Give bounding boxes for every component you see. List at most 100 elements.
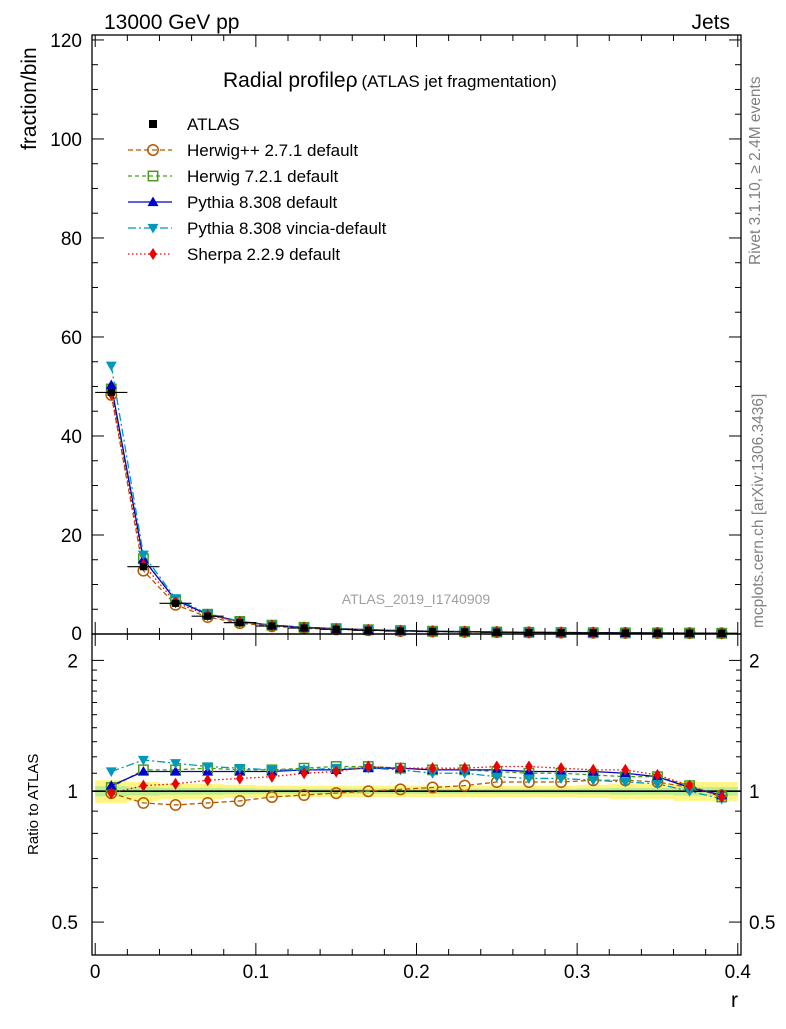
ratio-point-0 (298, 789, 311, 802)
ratio-point-4 (235, 772, 244, 785)
y-tick-label: 80 (61, 229, 82, 250)
ratio-point-4 (364, 760, 373, 773)
ratio-point-0 (169, 798, 182, 811)
data-point (653, 629, 662, 637)
plot-title-main: Radial profileρ (223, 69, 358, 92)
ratio-point-3 (234, 764, 246, 774)
data-point (268, 622, 276, 630)
ratio-point-0 (233, 794, 246, 807)
ratio-point-0 (137, 796, 150, 809)
x-axis-title: r (731, 989, 738, 1012)
data-point (493, 628, 501, 636)
ratio-point-4 (107, 787, 116, 800)
data-point (525, 628, 533, 637)
ratio-point-4 (460, 762, 469, 775)
ratio-axis-title: Ratio to ATLAS (25, 754, 42, 855)
ratio-tick-label-right: 0.5 (749, 913, 775, 934)
y-tick-label: 40 (61, 427, 82, 448)
ratio-point-4 (139, 779, 148, 792)
data-point (300, 624, 308, 632)
legend-label: Herwig++ 2.7.1 default (187, 141, 358, 160)
ratio-point-4 (525, 760, 533, 773)
data-point (718, 629, 726, 637)
ratio-point-0 (362, 785, 375, 798)
ratio-point-3 (684, 787, 696, 797)
collision-label: 13000 GeV pp (104, 11, 239, 34)
ratio-point-3 (170, 759, 182, 769)
data-point (621, 629, 629, 637)
ratio-point-4 (589, 763, 598, 776)
x-tick-label: 0.3 (564, 962, 590, 983)
rivet-version-label: Rivet 3.1.10, ≥ 2.4M events (747, 76, 764, 265)
ratio-point-4 (492, 760, 501, 773)
legend-label: ATLAS (187, 115, 240, 134)
ratio-point-3 (266, 765, 278, 776)
series-point-3 (137, 550, 149, 561)
ratio-point-2 (170, 766, 182, 776)
ratio-point-4 (428, 762, 437, 775)
legend-marker (147, 196, 159, 207)
ratio-tick-label: 0.5 (52, 913, 78, 934)
ratio-point-4 (396, 762, 405, 775)
ratio-tick-label: 1 (67, 782, 78, 803)
ratio-line-3 (111, 759, 722, 800)
plot-title-sub: (ATLAS jet fragmentation) (362, 72, 557, 91)
data-point (364, 626, 372, 634)
data-point (557, 629, 565, 637)
ratio-tick-label-right: 2 (749, 651, 760, 672)
y-axis-title: fraction/bin (18, 47, 41, 150)
ratio-point-4 (203, 774, 212, 787)
ratio-line-0 (111, 779, 722, 806)
ratio-point-3 (619, 777, 631, 788)
ratio-point-4 (557, 762, 565, 775)
ratio-point-4 (717, 790, 726, 804)
data-point (139, 563, 148, 571)
ratio-point-4 (268, 770, 276, 783)
data-point (396, 627, 405, 635)
legend-marker (147, 170, 159, 182)
y-tick-label: 120 (50, 31, 82, 52)
ratio-point-4 (332, 765, 341, 778)
legend-label: Pythia 8.308 default (187, 193, 338, 212)
ratio-point-0 (201, 796, 214, 809)
x-tick-label: 0.1 (243, 962, 269, 983)
ratio-point-4 (621, 763, 630, 776)
ratio-point-3 (651, 779, 663, 790)
ratio-point-2 (105, 780, 117, 790)
ratio-point-4 (685, 779, 694, 792)
data-point (461, 628, 469, 636)
ratio-point-0 (265, 791, 278, 803)
ratio-tick-label-right: 1 (749, 782, 760, 803)
ratio-point-3 (491, 772, 503, 783)
analysis-watermark: ATLAS_2019_I1740909 (342, 591, 491, 607)
ratio-tick-label: 2 (67, 651, 78, 672)
y-tick-label: 100 (50, 130, 82, 151)
ratio-point-0 (330, 787, 343, 800)
ratio-point-0 (426, 781, 439, 794)
legend-label: Pythia 8.308 vincia-default (187, 219, 387, 238)
x-tick-label: 0.2 (403, 962, 429, 983)
y-tick-label: 60 (61, 328, 82, 349)
ratio-point-4 (653, 768, 662, 782)
legend-marker (147, 144, 159, 156)
x-tick-label: 0 (90, 962, 101, 983)
process-label: Jets (691, 11, 730, 34)
data-point (589, 629, 597, 637)
legend-label: Herwig 7.2.1 default (187, 167, 338, 186)
data-point (428, 627, 437, 636)
y-tick-label: 20 (61, 526, 82, 547)
ratio-point-3 (587, 776, 599, 786)
data-point (236, 619, 244, 627)
legend-label: Sherpa 2.2.9 default (187, 245, 340, 264)
ratio-panel: 0 0.1 0.2 0.3 0.4 0.5 0.5 1 1 2 2 (52, 633, 775, 983)
ratio-point-3 (202, 762, 214, 772)
ratio-point-0 (394, 783, 407, 796)
data-point (332, 625, 340, 633)
data-point (171, 599, 180, 607)
data-point (107, 388, 115, 397)
main-panel: 0 20 40 60 80 100 120 (50, 31, 742, 645)
series-point-2 (105, 379, 117, 390)
legend-marker (149, 120, 157, 128)
